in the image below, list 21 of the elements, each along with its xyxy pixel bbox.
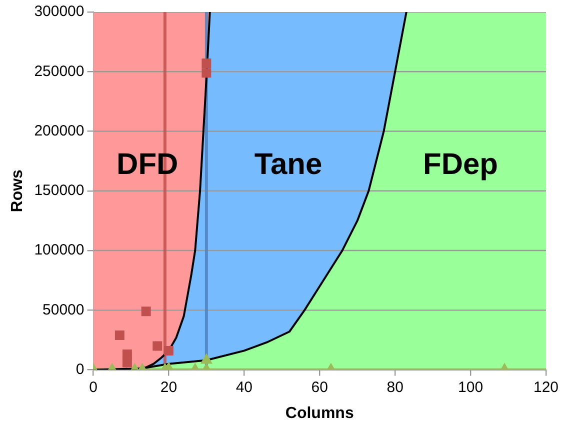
x-tick-label: 20 bbox=[160, 378, 178, 396]
x-tick-label: 60 bbox=[311, 378, 328, 396]
y-tick-label: 150000 bbox=[34, 182, 84, 200]
x-tick-label: 100 bbox=[458, 378, 484, 396]
y-tick-label: 0 bbox=[76, 360, 84, 378]
x-tick-label: 80 bbox=[386, 378, 404, 396]
y-tick-label: 100000 bbox=[34, 242, 84, 259]
x-tick-label: 0 bbox=[89, 378, 98, 396]
x-tick-label: 120 bbox=[533, 378, 559, 396]
x-axis-title: Columns bbox=[285, 404, 354, 422]
point bbox=[202, 58, 212, 68]
y-tick-label: 200000 bbox=[34, 122, 84, 140]
y-tick-label: 300000 bbox=[34, 3, 84, 20]
annotation: Tane bbox=[254, 148, 322, 182]
x-tick-label: 40 bbox=[236, 378, 253, 396]
y-tick-label: 50000 bbox=[42, 301, 84, 318]
point bbox=[202, 68, 212, 78]
annotation: DFD bbox=[116, 148, 178, 182]
annotation: FDep bbox=[423, 148, 498, 182]
y-axis-title: Rows bbox=[9, 169, 26, 212]
y-tick-label: 250000 bbox=[34, 62, 84, 80]
